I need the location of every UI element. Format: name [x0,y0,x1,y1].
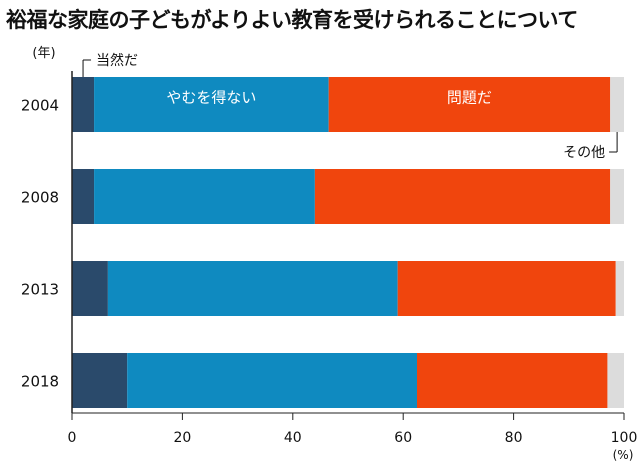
bar-segment [397,261,616,316]
bar-segment [328,77,611,132]
x-tick-label: 0 [68,430,77,446]
bar-segment [615,261,624,316]
series-label: やむを得ない [166,89,256,107]
series-label: 問題だ [447,89,492,107]
chart-title: 裕福な家庭の子どもがよりよい教育を受けられることについて [6,8,578,32]
bar-segment [610,77,624,132]
bar-segment [607,353,624,408]
series-label: 当然だ [96,52,138,69]
category-label: 2018 [21,373,59,391]
series-label: その他 [563,145,605,161]
bar-segment [417,353,608,408]
x-tick-label: 40 [284,430,302,446]
bar-segment [94,77,329,132]
x-tick-label: 100 [611,430,638,446]
category-label: 2013 [21,281,59,299]
x-tick-label: 20 [173,430,191,446]
category-label: 2004 [21,97,59,115]
bar-segment [127,353,417,408]
bar-segment [72,77,95,132]
bar-segment [610,169,624,224]
y-axis-unit: (年) [32,46,55,61]
x-axis-unit: (%) [613,448,634,461]
bar-segment [94,169,315,224]
bar-segment [72,353,128,408]
x-tick-label: 80 [505,430,523,446]
bar-segment [314,169,611,224]
x-tick-label: 60 [394,430,412,446]
bar-segment [107,261,398,316]
bar-segment [72,169,95,224]
category-label: 2008 [21,189,59,207]
bar-segment [72,261,108,316]
